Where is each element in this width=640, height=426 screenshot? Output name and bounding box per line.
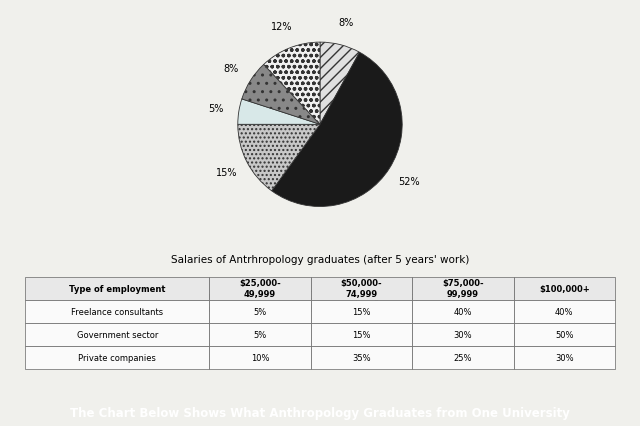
Bar bbox=[25, 323, 209, 346]
Bar bbox=[513, 300, 615, 323]
Wedge shape bbox=[272, 53, 402, 207]
Wedge shape bbox=[238, 100, 320, 125]
Text: Type of employment: Type of employment bbox=[69, 284, 166, 293]
Text: 52%: 52% bbox=[398, 176, 420, 186]
Bar bbox=[513, 323, 615, 346]
Bar bbox=[209, 300, 311, 323]
Bar bbox=[209, 323, 311, 346]
Text: 15%: 15% bbox=[352, 330, 371, 339]
Bar bbox=[311, 277, 412, 300]
Text: 12%: 12% bbox=[271, 23, 292, 32]
Bar bbox=[311, 300, 412, 323]
Bar bbox=[25, 277, 209, 300]
Bar bbox=[209, 346, 311, 369]
Wedge shape bbox=[242, 65, 320, 125]
Text: 15%: 15% bbox=[352, 307, 371, 316]
Text: $25,000-
49,999: $25,000- 49,999 bbox=[239, 279, 281, 298]
Bar bbox=[412, 300, 513, 323]
Text: $50,000-
74,999: $50,000- 74,999 bbox=[340, 279, 382, 298]
Text: 8%: 8% bbox=[339, 18, 354, 28]
Wedge shape bbox=[238, 125, 320, 191]
Text: 15%: 15% bbox=[216, 168, 237, 178]
Bar bbox=[25, 300, 209, 323]
Text: 10%: 10% bbox=[251, 353, 269, 362]
Text: 8%: 8% bbox=[223, 64, 239, 74]
Bar bbox=[412, 346, 513, 369]
Text: 5%: 5% bbox=[209, 104, 224, 114]
Wedge shape bbox=[264, 43, 320, 125]
Bar bbox=[412, 277, 513, 300]
Text: Freelance consultants: Freelance consultants bbox=[71, 307, 163, 316]
Text: The Chart Below Shows What Anthropology Graduates from One University: The Chart Below Shows What Anthropology … bbox=[70, 406, 570, 419]
Bar bbox=[513, 277, 615, 300]
Text: 25%: 25% bbox=[454, 353, 472, 362]
Text: Private companies: Private companies bbox=[78, 353, 156, 362]
Wedge shape bbox=[320, 43, 360, 125]
Text: 5%: 5% bbox=[253, 330, 267, 339]
Legend: Part-time work, Part-time work + postgrad study, Full-time postgrad study, Unemp: Part-time work, Part-time work + postgra… bbox=[136, 288, 504, 316]
Text: $100,000+: $100,000+ bbox=[539, 284, 589, 293]
Text: Salaries of Antrhropology graduates (after 5 years' work): Salaries of Antrhropology graduates (aft… bbox=[171, 254, 469, 265]
Bar bbox=[311, 346, 412, 369]
Bar bbox=[412, 323, 513, 346]
Text: Government sector: Government sector bbox=[77, 330, 158, 339]
Bar bbox=[311, 323, 412, 346]
Text: 35%: 35% bbox=[352, 353, 371, 362]
Text: 40%: 40% bbox=[555, 307, 573, 316]
Text: 30%: 30% bbox=[555, 353, 573, 362]
Text: 30%: 30% bbox=[454, 330, 472, 339]
Bar bbox=[25, 346, 209, 369]
Text: 50%: 50% bbox=[555, 330, 573, 339]
Text: 40%: 40% bbox=[454, 307, 472, 316]
Bar bbox=[513, 346, 615, 369]
Text: 5%: 5% bbox=[253, 307, 267, 316]
Bar bbox=[209, 277, 311, 300]
Text: $75,000-
99,999: $75,000- 99,999 bbox=[442, 279, 484, 298]
